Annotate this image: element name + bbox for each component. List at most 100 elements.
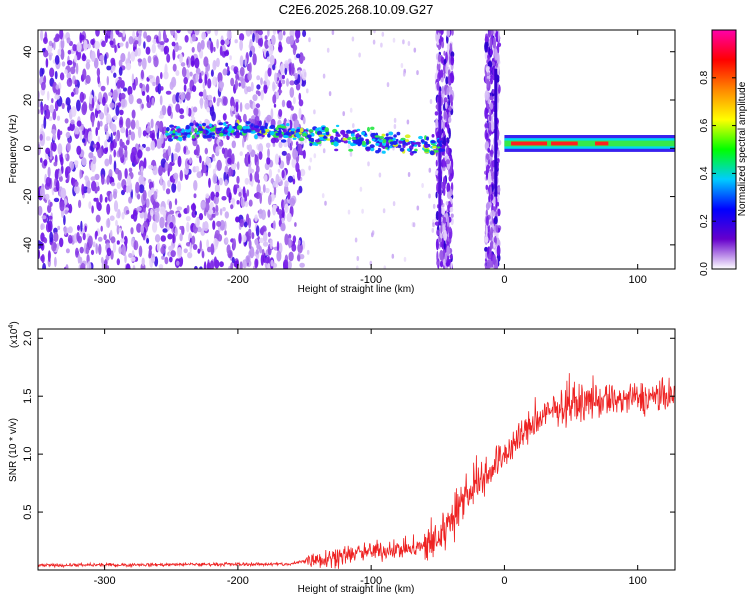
spectrogram-cell: [166, 53, 171, 63]
spectrogram-cell: [281, 74, 285, 80]
spectrogram-cell: [313, 153, 317, 159]
spectrogram-cell: [179, 233, 183, 242]
spectrogram-cell: [231, 153, 235, 165]
spectrogram-cell: [45, 147, 51, 155]
spectrogram-cell: [296, 189, 300, 196]
spectrogram-cell: [446, 108, 449, 115]
spectrogram-cell: [245, 121, 251, 125]
spectrogram-cell: [424, 144, 429, 148]
spectrogram-cell: [130, 131, 136, 141]
spectrogram-cell: [120, 126, 126, 134]
spectrogram-cell: [136, 206, 142, 212]
spectrogram-cell: [349, 151, 353, 157]
spectrogram-cell: [264, 70, 268, 82]
spectrogram-cell: [438, 138, 442, 141]
spectrogram-cell: [445, 147, 449, 155]
spectrogram-cell: [162, 148, 166, 154]
stable-signal-peak: [595, 141, 609, 146]
spectrogram-cell: [444, 121, 448, 128]
spectrogram-cell: [287, 191, 291, 200]
spectrogram-cell: [70, 119, 75, 125]
spectrogram-cell: [163, 45, 170, 55]
spectrogram-cell: [206, 262, 211, 269]
spectrogram-cell: [259, 37, 264, 47]
spectrogram-cell: [109, 102, 115, 109]
spectrogram-cell: [207, 94, 213, 101]
spectrogram-cell: [112, 92, 115, 97]
spectrogram-cell: [212, 157, 216, 162]
spectrogram-cell: [68, 138, 71, 144]
spectrogram-cell: [213, 237, 219, 250]
spectrogram-cell: [445, 64, 448, 75]
spectrogram-cell: [183, 76, 188, 85]
spectrogram-cell: [249, 246, 255, 259]
spectrogram-cell: [400, 63, 404, 68]
spectrogram-cell: [297, 74, 301, 84]
spectrogram-cell: [259, 237, 265, 243]
spectrogram-cell: [195, 217, 201, 228]
spectrogram-cell: [119, 109, 124, 116]
spectrogram-cell: [106, 65, 112, 71]
spectrogram-cell: [231, 140, 236, 149]
spectrogram-cell: [267, 133, 271, 138]
spectrogram-cell: [159, 206, 166, 215]
spectrogram-cell: [214, 30, 219, 36]
spectrogram-cell: [158, 30, 162, 43]
spectrogram-cell: [162, 180, 166, 191]
spectrogram-cell: [267, 148, 270, 158]
spectrogram-cell: [411, 150, 417, 154]
spectrogram-cell: [180, 62, 186, 67]
spectrogram-cell: [266, 56, 271, 62]
spectrogram-cell: [139, 146, 144, 151]
spectrogram-cell: [450, 73, 455, 84]
spectrogram-cell: [496, 231, 499, 238]
spectrogram-cell: [146, 94, 150, 103]
spectrogram-cell: [159, 95, 163, 106]
spectrogram-cell: [158, 114, 164, 119]
spectrogram-cell: [432, 222, 435, 228]
spectrogram-cell: [123, 87, 127, 92]
spectrogram-cell: [205, 193, 210, 199]
spectrogram-cell: [104, 158, 110, 167]
snr-frame: [37, 328, 676, 571]
spectrogram-cell: [112, 38, 116, 47]
spectrogram-cell: [196, 171, 202, 179]
spectrogram-cell: [55, 84, 60, 90]
spectrogram-cell: [101, 174, 105, 185]
spectrogram-cell: [209, 105, 215, 117]
spectrogram-cell: [485, 41, 489, 48]
spectrogram-cell: [191, 34, 196, 42]
spectrogram-cell: [412, 222, 416, 228]
spectrogram-cell: [146, 237, 150, 244]
spectrogram-cell: [444, 101, 448, 110]
spectrogram-cell: [43, 117, 47, 130]
spectrogram-cell: [374, 135, 380, 138]
spectrogram-cell: [244, 177, 249, 185]
spectrogram-cell: [128, 93, 134, 105]
spectrogram-cell: [212, 76, 218, 86]
spectrogram-cell: [252, 53, 257, 66]
spectrogram-cell: [258, 151, 263, 160]
spectrogram-cell: [404, 134, 411, 139]
spectrogram-cell: [309, 142, 313, 147]
spectrogram-cell: [97, 236, 103, 242]
spectrogram-cell: [60, 48, 65, 60]
spectrogram-cell: [209, 100, 213, 108]
spectrogram-cell: [187, 252, 193, 259]
spectrogram-cell: [193, 180, 198, 191]
spectrogram-cell: [191, 116, 196, 122]
spectrogram-cell: [443, 136, 446, 148]
spectrogram-cell: [247, 71, 252, 81]
spectrogram-cell: [214, 211, 219, 216]
spectrogram-cell: [199, 266, 203, 269]
spectrogram-cell: [153, 56, 159, 68]
spectrogram-x-tick-label: -200: [227, 274, 249, 286]
spectrogram-cell: [393, 117, 397, 123]
spectrogram-cell: [257, 179, 261, 184]
spectrogram-cell: [495, 62, 498, 68]
spectrogram-cell: [217, 127, 222, 132]
spectrogram-cell: [193, 193, 197, 199]
spectrogram-cell: [208, 208, 214, 215]
spectrogram-cell: [116, 258, 121, 266]
spectrogram-cell: [65, 166, 71, 174]
